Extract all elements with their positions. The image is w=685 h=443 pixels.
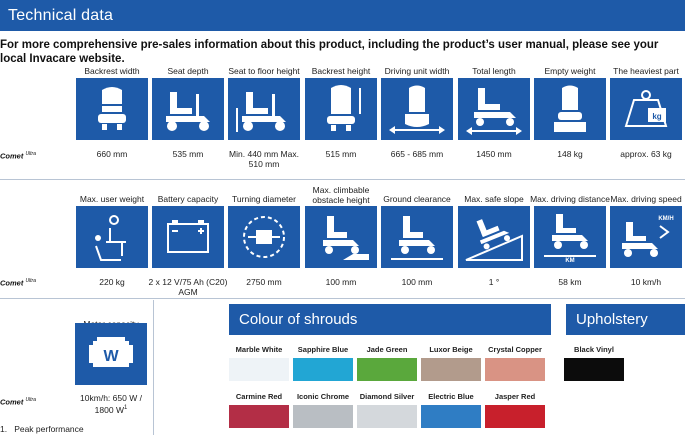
obstacle-icon [305, 206, 377, 268]
color-swatch [485, 405, 545, 428]
model-variant: Ultra [25, 397, 36, 403]
spec-label: Turning diameter [232, 194, 296, 204]
swatch-label: Crystal Copper [488, 345, 542, 354]
intro-text: For more comprehensive pre-sales informa… [0, 39, 659, 65]
spec-label: Max. safe slope [464, 194, 524, 204]
spec-label: Empty weight [544, 66, 596, 76]
model-name: Comet [0, 397, 24, 407]
spec-label: Driving unit width [384, 66, 450, 76]
color-swatch [357, 358, 417, 381]
spec-label: Battery capacity [157, 194, 219, 204]
spec-label: Seat to floor height [228, 66, 300, 76]
swatch-label: Luxor Beige [429, 345, 473, 354]
empty-weight-icon [534, 78, 606, 140]
section-title-upholstery: Upholstery [566, 304, 685, 335]
spec-label: Ground clearance [383, 194, 451, 204]
spec-value: 660 mm [96, 149, 128, 159]
motor-badge-text: W [103, 348, 119, 365]
footnote-text: Peak performance [14, 424, 84, 434]
footnote-number: 1. [0, 424, 8, 434]
spec-value: 220 kg [99, 277, 125, 287]
spec-value: 2750 mm [246, 277, 282, 287]
spec-value: 1450 mm [476, 149, 512, 159]
spec-value: 665 - 685 mm [390, 149, 444, 159]
spec-value: 100 mm [325, 277, 357, 287]
spec-value: 148 kg [557, 149, 583, 159]
total-length-icon [458, 78, 530, 140]
model-label: Comet Ultra [0, 278, 36, 288]
spec-value: 58 km [558, 277, 582, 287]
color-swatch [293, 405, 353, 428]
ground-clearance-icon [381, 206, 453, 268]
color-swatch [357, 405, 417, 428]
section-title-technical-data: Technical data [0, 0, 685, 31]
swatch-label: Carmine Red [235, 392, 283, 401]
user-weight-icon [76, 206, 148, 268]
spec-label: Seat depth [167, 66, 209, 76]
color-swatch [485, 358, 545, 381]
spec-label: Backrest width [84, 66, 140, 76]
weight-badge-text: kg [652, 112, 661, 121]
spec-label: The heaviest part [613, 66, 679, 76]
swatch-label: Electric Blue [428, 392, 474, 401]
color-swatch [564, 358, 624, 381]
spec-value: 100 mm [401, 277, 433, 287]
divider [0, 179, 685, 180]
spec-value: 515 mm [325, 149, 357, 159]
spec-value: 2 x 12 V/75 Ah (C20) AGM [148, 277, 228, 297]
spec-label: Max. driving distance [530, 194, 610, 204]
section-title-shrouds: Colour of shrouds [229, 304, 551, 335]
speed-icon: KM/H [610, 206, 682, 268]
swatch-label: Diamond Silver [359, 392, 415, 401]
unit-width-icon [381, 78, 453, 140]
spec-value: 535 mm [172, 149, 204, 159]
seat-depth-icon [152, 78, 224, 140]
swatch-label: Jade Green [366, 345, 408, 354]
seat-height-icon [228, 78, 300, 140]
spec-value: approx. 63 kg [620, 149, 672, 159]
battery-icon [152, 206, 224, 268]
spec-label: Max. climbable obstacle height [312, 185, 370, 205]
swatch-label: Jasper Red [494, 392, 536, 401]
color-swatch [293, 358, 353, 381]
footnote: 1. Peak performance [0, 424, 84, 434]
distance-badge-text: KM [565, 258, 574, 264]
spec-value: 1 ° [488, 277, 500, 287]
footnote-ref: 1 [123, 404, 128, 411]
slope-icon [458, 206, 530, 268]
color-swatch [421, 405, 481, 428]
divider [0, 298, 685, 299]
speed-badge-text: KM/H [658, 216, 673, 222]
color-swatch [229, 405, 289, 428]
spec-value: Min. 440 mm Max. 510 mm [229, 149, 299, 169]
spec-label: Max. user weight [79, 194, 145, 204]
motor-icon: W [75, 323, 147, 385]
model-variant: Ultra [25, 151, 36, 157]
model-label: Comet Ultra [0, 151, 36, 161]
spec-label: Max. driving speed [610, 194, 682, 204]
model-name: Comet [0, 278, 24, 288]
spec-label: Backrest height [311, 66, 371, 76]
spec-value: 10 km/h [630, 277, 662, 287]
swatch-label: Marble White [235, 345, 283, 354]
color-swatch [229, 358, 289, 381]
spec-value: 10km/h: 650 W / 1800 W1 [71, 393, 151, 415]
backrest-height-icon [305, 78, 377, 140]
swatch-label: Iconic Chrome [296, 392, 350, 401]
swatch-label: Sapphire Blue [297, 345, 349, 354]
swatch-label: Black Vinyl [574, 345, 614, 354]
motor-value-text: 10km/h: 650 W / 1800 W [80, 393, 142, 415]
heaviest-part-icon: kg [610, 78, 682, 140]
backrest-width-icon [76, 78, 148, 140]
distance-icon: KM [534, 206, 606, 268]
color-swatch [421, 358, 481, 381]
model-label: Comet Ultra [0, 397, 36, 407]
model-variant: Ultra [25, 278, 36, 284]
spec-label: Total length [472, 66, 516, 76]
divider [153, 300, 154, 435]
turning-diameter-icon [228, 206, 300, 268]
model-name: Comet [0, 151, 24, 161]
